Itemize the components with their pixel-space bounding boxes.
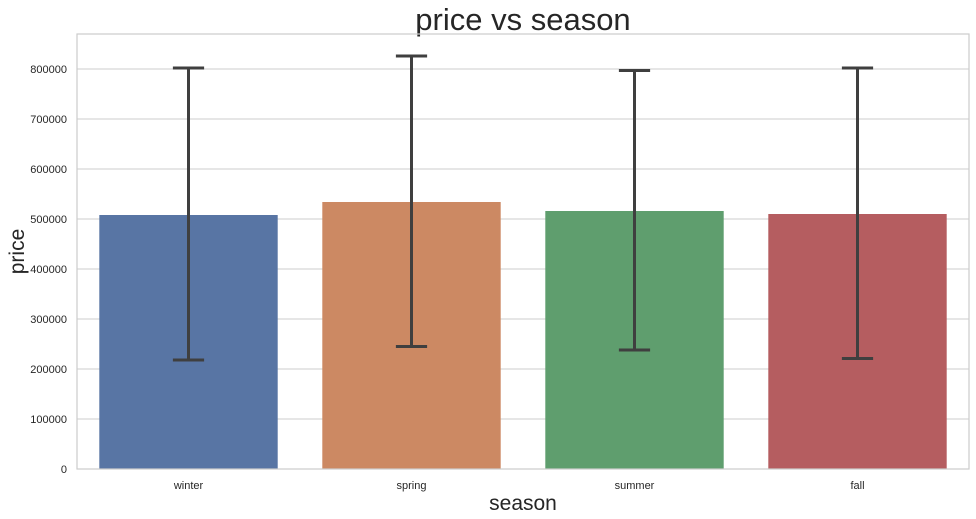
y-tick-label: 700000 [30, 114, 67, 126]
y-tick-label: 400000 [30, 264, 67, 276]
y-tick-label: 600000 [30, 164, 67, 176]
x-tick-labels: winter spring summer fall [173, 480, 865, 492]
y-axis-label: price [6, 229, 29, 275]
x-tick-label-summer: summer [615, 480, 655, 492]
x-axis-label: season [489, 492, 557, 515]
y-tick-label: 500000 [30, 214, 67, 226]
chart-title: price vs season [415, 2, 630, 37]
y-tick-label: 300000 [30, 314, 67, 326]
x-tick-label-fall: fall [850, 480, 864, 492]
y-tick-label: 0 [61, 464, 67, 476]
y-tick-label: 200000 [30, 364, 67, 376]
x-tick-label-winter: winter [173, 480, 204, 492]
y-tick-label: 800000 [30, 64, 67, 76]
y-tick-labels: 0 100000 200000 300000 400000 500000 600000 700… [30, 64, 67, 476]
error-bars [172, 54, 874, 362]
y-tick-label: 100000 [30, 414, 67, 426]
bars [99, 202, 947, 469]
plot-frame [76, 33, 970, 470]
x-tick-label-spring: spring [397, 480, 427, 492]
